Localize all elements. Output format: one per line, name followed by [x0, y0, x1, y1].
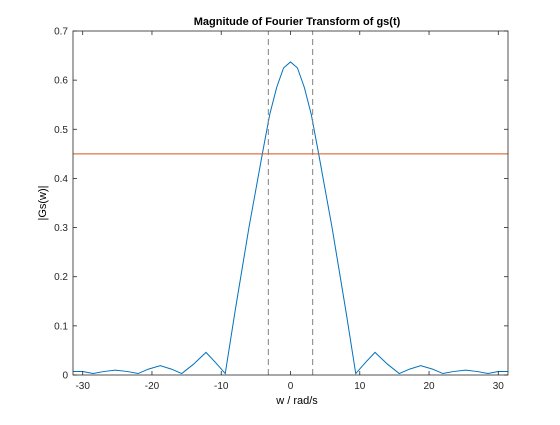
y-tick-label: 0 — [62, 371, 68, 382]
y-tick-label: 0.4 — [54, 174, 68, 185]
x-tick-label: -20 — [145, 381, 160, 392]
y-tick-label: 0.6 — [54, 76, 68, 87]
y-tick-label: 0.2 — [54, 272, 68, 283]
x-tick-label: 30 — [493, 381, 505, 392]
x-tick-label: 10 — [354, 381, 366, 392]
plot-area: -30 -20 -10 0 10 20 30 0 0.1 0.2 0.3 0.4 0.5 0.6 0.7 — [54, 27, 509, 392]
x-axis-label: w / rad/s — [275, 395, 318, 407]
y-tick-label: 0.3 — [54, 223, 68, 234]
x-tick-label: 0 — [288, 381, 294, 392]
y-tick-label: 0.7 — [54, 27, 68, 38]
x-tick-label: 20 — [423, 381, 435, 392]
series-line-0 — [73, 61, 508, 375]
y-tick-label: 0.5 — [54, 125, 68, 136]
y-tick-label: 0.1 — [54, 321, 68, 332]
y-axis-label: |Gs(w)| — [37, 185, 49, 220]
x-tick-label: -30 — [75, 381, 90, 392]
axes-box — [72, 30, 509, 376]
chart-title: Magnitude of Fourier Transform of gs(t) — [194, 16, 401, 28]
x-tick-label: -10 — [214, 381, 229, 392]
